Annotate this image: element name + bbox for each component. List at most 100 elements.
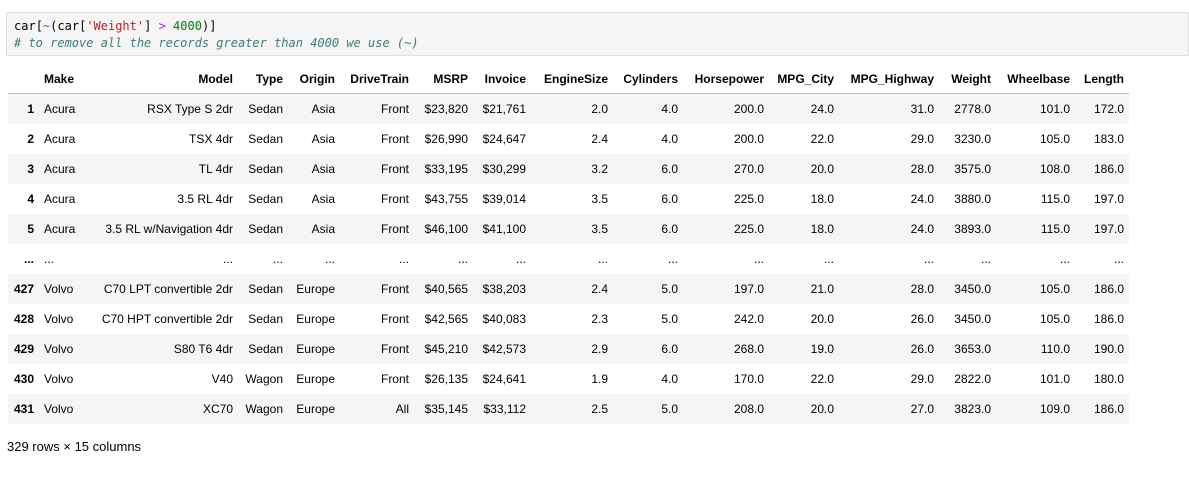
cell-type: Sedan bbox=[248, 102, 283, 116]
cell-invoice: $33,112 bbox=[483, 402, 527, 416]
code-token: 4000 bbox=[173, 19, 202, 33]
cell-msrp: $45,210 bbox=[424, 342, 468, 356]
column-header-type: Type bbox=[238, 64, 288, 94]
cell-model: XC70 bbox=[202, 402, 233, 416]
cell-mpg-city: ... bbox=[823, 252, 834, 266]
cell-msrp: $26,990 bbox=[424, 132, 468, 146]
cell-make: Volvo bbox=[44, 372, 74, 386]
cell-drivetrain: Front bbox=[380, 342, 409, 356]
cell-cylinders: 6.0 bbox=[661, 192, 678, 206]
cell-make: Volvo bbox=[44, 402, 74, 416]
cell-enginesize: 2.4 bbox=[591, 282, 608, 296]
table-row: 5 Acura 3.5 RL w/Navigation 4dr Sedan As… bbox=[8, 214, 1129, 244]
cell-enginesize: 2.4 bbox=[591, 132, 608, 146]
cell-cylinders: 6.0 bbox=[661, 342, 678, 356]
cell-horsepower: 268.0 bbox=[733, 342, 764, 356]
cell-wheelbase: 101.0 bbox=[1039, 102, 1070, 116]
cell-mpg-highway: 27.0 bbox=[910, 402, 934, 416]
column-header-cylinders: Cylinders bbox=[613, 64, 683, 94]
cell-cylinders: 4.0 bbox=[661, 102, 678, 116]
cell-weight: ... bbox=[980, 252, 991, 266]
cell-enginesize: 2.0 bbox=[591, 102, 608, 116]
cell-length: 190.0 bbox=[1093, 342, 1124, 356]
cell-mpg-highway: 28.0 bbox=[910, 162, 934, 176]
cell-invoice: $30,299 bbox=[482, 162, 526, 176]
cell-invoice: $39,014 bbox=[482, 192, 526, 206]
row-index: 5 bbox=[27, 222, 34, 236]
code-token: ~ bbox=[42, 19, 51, 33]
cell-origin: Europe bbox=[296, 282, 335, 296]
table-row: 427 Volvo C70 LPT convertible 2dr Sedan … bbox=[8, 274, 1129, 304]
cell-invoice: $42,573 bbox=[482, 342, 526, 356]
cell-type: Wagon bbox=[245, 402, 283, 416]
column-header-invoice: Invoice bbox=[473, 64, 531, 94]
cell-mpg-city: 20.0 bbox=[810, 402, 834, 416]
cell-cylinders: 4.0 bbox=[661, 132, 678, 146]
cell-make: Acura bbox=[44, 132, 76, 146]
cell-length: 197.0 bbox=[1093, 222, 1124, 236]
cell-model: C70 HPT convertible 2dr bbox=[101, 312, 233, 326]
code-line-1: car[~(car['Weight'] > 4000)] bbox=[14, 18, 1188, 35]
cell-drivetrain: Front bbox=[380, 192, 409, 206]
cell-origin: Asia bbox=[311, 132, 335, 146]
table-row: 4 Acura 3.5 RL 4dr Sedan Asia Front $43,… bbox=[8, 184, 1129, 214]
code-token: 'Weight' bbox=[86, 19, 145, 33]
cell-msrp: $23,820 bbox=[424, 102, 468, 116]
cell-msrp: $46,100 bbox=[424, 222, 468, 236]
output-area: Make Model Type Origin DriveTrain MSRP I… bbox=[8, 64, 1129, 424]
cell-enginesize: 3.5 bbox=[591, 192, 608, 206]
cell-origin: Asia bbox=[311, 162, 335, 176]
row-index: 431 bbox=[13, 402, 34, 416]
cell-invoice: $24,641 bbox=[482, 372, 526, 386]
cell-enginesize: ... bbox=[597, 252, 608, 266]
cell-length: 186.0 bbox=[1093, 282, 1124, 296]
code-token: > bbox=[158, 19, 166, 33]
cell-length: ... bbox=[1113, 252, 1124, 266]
cell-wheelbase: ... bbox=[1059, 252, 1070, 266]
cell-drivetrain: ... bbox=[398, 252, 409, 266]
cell-cylinders: 4.0 bbox=[661, 372, 678, 386]
cell-drivetrain: Front bbox=[380, 132, 409, 146]
code-token: [ bbox=[79, 19, 87, 33]
cell-msrp: $26,135 bbox=[424, 372, 468, 386]
cell-length: 186.0 bbox=[1093, 402, 1124, 416]
table-row: 430 Volvo V40 Wagon Europe Front $26,135… bbox=[8, 364, 1129, 394]
code-token bbox=[166, 19, 173, 33]
cell-mpg-highway: 26.0 bbox=[910, 312, 934, 326]
cell-msrp: ... bbox=[457, 252, 468, 266]
cell-mpg-highway: 29.0 bbox=[910, 372, 934, 386]
row-index: 427 bbox=[13, 282, 34, 296]
cell-type: Sedan bbox=[248, 312, 283, 326]
cell-horsepower: 270.0 bbox=[733, 162, 764, 176]
cell-drivetrain: Front bbox=[380, 162, 409, 176]
row-index: 430 bbox=[13, 372, 34, 386]
cell-mpg-highway: 28.0 bbox=[910, 282, 934, 296]
cell-msrp: $33,195 bbox=[424, 162, 468, 176]
cell-horsepower: 242.0 bbox=[733, 312, 764, 326]
cell-mpg-city: 20.0 bbox=[810, 162, 834, 176]
cell-weight: 3575.0 bbox=[954, 162, 991, 176]
table-row: 428 Volvo C70 HPT convertible 2dr Sedan … bbox=[8, 304, 1129, 334]
cell-make: Volvo bbox=[44, 282, 74, 296]
cell-drivetrain: Front bbox=[380, 312, 409, 326]
cell-wheelbase: 110.0 bbox=[1040, 342, 1070, 356]
cell-model: V40 bbox=[211, 372, 233, 386]
cell-invoice: $41,100 bbox=[482, 222, 526, 236]
cell-horsepower: 197.0 bbox=[733, 282, 764, 296]
dataframe-table: Make Model Type Origin DriveTrain MSRP I… bbox=[8, 64, 1129, 424]
row-index: 4 bbox=[27, 192, 34, 206]
column-header-drivetrain: DriveTrain bbox=[340, 64, 414, 94]
cell-type: Sedan bbox=[248, 222, 283, 236]
cell-horsepower: 170.0 bbox=[733, 372, 764, 386]
cell-length: 183.0 bbox=[1093, 132, 1124, 146]
cell-length: 197.0 bbox=[1093, 192, 1124, 206]
cell-weight: 3880.0 bbox=[954, 192, 991, 206]
table-row: 431 Volvo XC70 Wagon Europe All $35,145 … bbox=[8, 394, 1129, 424]
cell-wheelbase: 115.0 bbox=[1040, 222, 1070, 236]
cell-horsepower: 200.0 bbox=[733, 132, 764, 146]
code-cell-input[interactable]: car[~(car['Weight'] > 4000)] # to remove… bbox=[6, 12, 1189, 56]
cell-invoice: ... bbox=[515, 252, 526, 266]
cell-msrp: $42,565 bbox=[424, 312, 468, 326]
cell-type: Sedan bbox=[248, 342, 283, 356]
cell-mpg-highway: 24.0 bbox=[910, 222, 934, 236]
